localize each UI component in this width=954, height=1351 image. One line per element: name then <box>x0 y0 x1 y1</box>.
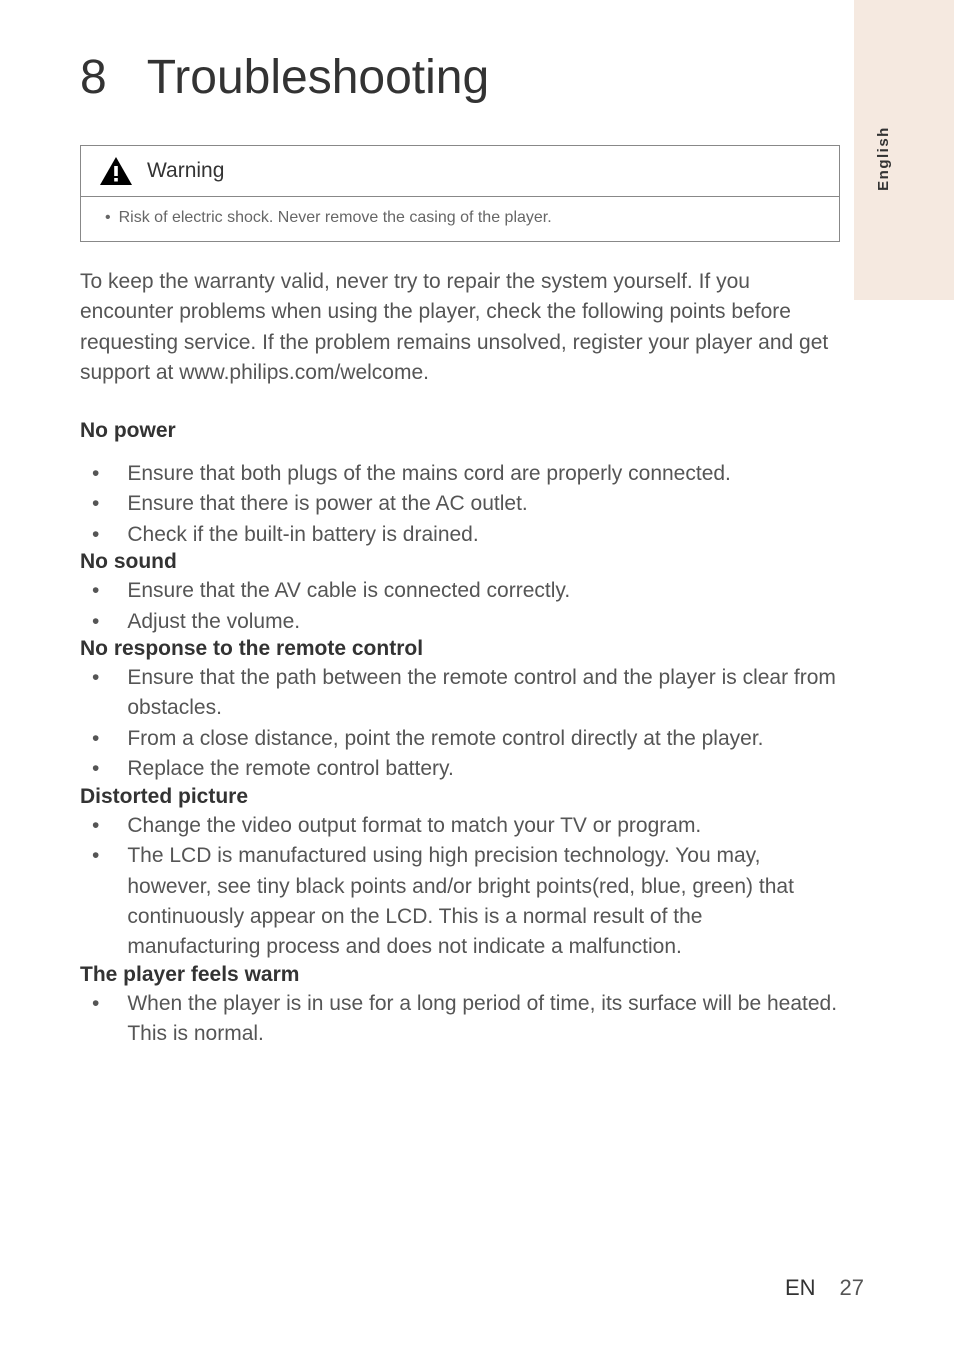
chapter-number: 8 <box>80 51 107 104</box>
warning-triangle-icon <box>99 156 133 186</box>
list-item-text: Ensure that there is power at the AC out… <box>127 489 840 519</box>
section-heading: The player feels warm <box>80 963 874 987</box>
list-item: Ensure that the path between the remote … <box>80 663 840 724</box>
section-heading: Distorted picture <box>80 785 874 809</box>
list-item-text: Check if the built-in battery is drained… <box>127 520 840 550</box>
page-content: 8 Troubleshooting Warning Risk of electr… <box>0 0 954 1100</box>
list-item: Ensure that the AV cable is connected co… <box>80 576 840 606</box>
list-item-text: Replace the remote control battery. <box>127 754 840 784</box>
list-item: When the player is in use for a long per… <box>80 989 840 1050</box>
section-heading: No sound <box>80 550 874 574</box>
chapter-title: 8 Troubleshooting <box>80 50 874 105</box>
bullet-list: When the player is in use for a long per… <box>80 989 840 1050</box>
list-item: Ensure that both plugs of the mains cord… <box>80 459 840 489</box>
list-item: Change the video output format to match … <box>80 811 840 841</box>
bullet-list: Ensure that the AV cable is connected co… <box>80 576 840 637</box>
warning-bullet-item: Risk of electric shock. Never remove the… <box>105 209 815 227</box>
section-heading: No power <box>80 419 874 443</box>
warning-content: Risk of electric shock. Never remove the… <box>81 197 839 241</box>
list-item: Replace the remote control battery. <box>80 754 840 784</box>
list-item-text: Adjust the volume. <box>127 607 840 637</box>
bullet-list: Change the video output format to match … <box>80 811 840 963</box>
sections-container: No power Ensure that both plugs of the ma… <box>80 419 874 1050</box>
list-item-text: When the player is in use for a long per… <box>127 989 840 1050</box>
footer-language: EN <box>785 1275 816 1301</box>
intro-paragraph: To keep the warranty valid, never try to… <box>80 267 840 389</box>
bullet-list: Ensure that the path between the remote … <box>80 663 840 785</box>
list-item-text: Ensure that the path between the remote … <box>127 663 840 724</box>
warning-box: Warning Risk of electric shock. Never re… <box>80 145 840 242</box>
list-item: From a close distance, point the remote … <box>80 724 840 754</box>
chapter-name: Troubleshooting <box>147 51 489 104</box>
list-item: Adjust the volume. <box>80 607 840 637</box>
page-footer: EN 27 <box>785 1275 864 1301</box>
bullet-list: Ensure that both plugs of the mains cord… <box>80 459 840 550</box>
footer-page-number: 27 <box>840 1275 864 1301</box>
list-item: Check if the built-in battery is drained… <box>80 520 840 550</box>
warning-label: Warning <box>147 159 224 183</box>
warning-header: Warning <box>81 146 839 190</box>
list-item: Ensure that there is power at the AC out… <box>80 489 840 519</box>
list-item-text: From a close distance, point the remote … <box>127 724 840 754</box>
list-item-text: Change the video output format to match … <box>127 811 840 841</box>
list-item-text: Ensure that both plugs of the mains cord… <box>127 459 840 489</box>
list-item-text: The LCD is manufactured using high preci… <box>127 841 840 963</box>
section-heading: No response to the remote control <box>80 637 874 661</box>
warning-bullet-text: Risk of electric shock. Never remove the… <box>119 209 552 227</box>
list-item: The LCD is manufactured using high preci… <box>80 841 840 963</box>
list-item-text: Ensure that the AV cable is connected co… <box>127 576 840 606</box>
